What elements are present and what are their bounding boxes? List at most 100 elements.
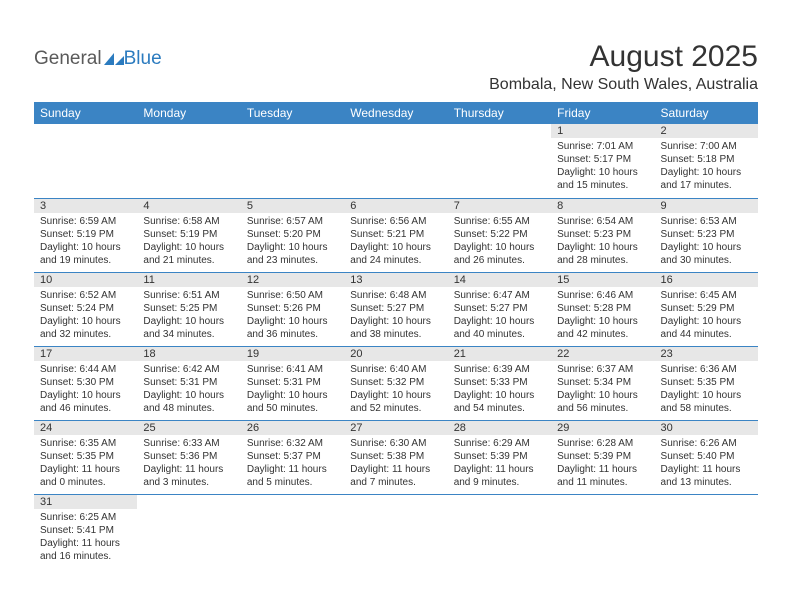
calendar-cell <box>551 494 654 568</box>
day-number: 19 <box>241 347 344 361</box>
day-header: Friday <box>551 102 654 124</box>
day-details: Sunrise: 6:53 AMSunset: 5:23 PMDaylight:… <box>655 213 758 271</box>
day-details: Sunrise: 6:44 AMSunset: 5:30 PMDaylight:… <box>34 361 137 419</box>
day-details: Sunrise: 6:52 AMSunset: 5:24 PMDaylight:… <box>34 287 137 345</box>
day-number: 27 <box>344 421 447 435</box>
calendar-cell: 7Sunrise: 6:55 AMSunset: 5:22 PMDaylight… <box>448 198 551 272</box>
day-details: Sunrise: 6:30 AMSunset: 5:38 PMDaylight:… <box>344 435 447 493</box>
day-details: Sunrise: 6:58 AMSunset: 5:19 PMDaylight:… <box>137 213 240 271</box>
calendar-cell: 22Sunrise: 6:37 AMSunset: 5:34 PMDayligh… <box>551 346 654 420</box>
day-number: 25 <box>137 421 240 435</box>
calendar-cell: 14Sunrise: 6:47 AMSunset: 5:27 PMDayligh… <box>448 272 551 346</box>
calendar-body: 1Sunrise: 7:01 AMSunset: 5:17 PMDaylight… <box>34 124 758 568</box>
calendar-cell <box>344 124 447 198</box>
day-number: 10 <box>34 273 137 287</box>
calendar-cell: 1Sunrise: 7:01 AMSunset: 5:17 PMDaylight… <box>551 124 654 198</box>
day-details: Sunrise: 6:54 AMSunset: 5:23 PMDaylight:… <box>551 213 654 271</box>
day-details: Sunrise: 6:50 AMSunset: 5:26 PMDaylight:… <box>241 287 344 345</box>
day-number: 29 <box>551 421 654 435</box>
day-details: Sunrise: 6:29 AMSunset: 5:39 PMDaylight:… <box>448 435 551 493</box>
calendar-cell: 24Sunrise: 6:35 AMSunset: 5:35 PMDayligh… <box>34 420 137 494</box>
day-number: 17 <box>34 347 137 361</box>
calendar-cell: 8Sunrise: 6:54 AMSunset: 5:23 PMDaylight… <box>551 198 654 272</box>
calendar-cell: 19Sunrise: 6:41 AMSunset: 5:31 PMDayligh… <box>241 346 344 420</box>
calendar-cell: 26Sunrise: 6:32 AMSunset: 5:37 PMDayligh… <box>241 420 344 494</box>
calendar-cell: 29Sunrise: 6:28 AMSunset: 5:39 PMDayligh… <box>551 420 654 494</box>
day-details: Sunrise: 6:26 AMSunset: 5:40 PMDaylight:… <box>655 435 758 493</box>
calendar-row: 10Sunrise: 6:52 AMSunset: 5:24 PMDayligh… <box>34 272 758 346</box>
day-number: 5 <box>241 199 344 213</box>
day-details: Sunrise: 6:41 AMSunset: 5:31 PMDaylight:… <box>241 361 344 419</box>
day-number: 26 <box>241 421 344 435</box>
calendar-cell: 13Sunrise: 6:48 AMSunset: 5:27 PMDayligh… <box>344 272 447 346</box>
calendar-cell: 15Sunrise: 6:46 AMSunset: 5:28 PMDayligh… <box>551 272 654 346</box>
day-number: 6 <box>344 199 447 213</box>
day-header: Sunday <box>34 102 137 124</box>
calendar-table: Sunday Monday Tuesday Wednesday Thursday… <box>34 102 758 568</box>
day-details: Sunrise: 6:47 AMSunset: 5:27 PMDaylight:… <box>448 287 551 345</box>
calendar-cell: 2Sunrise: 7:00 AMSunset: 5:18 PMDaylight… <box>655 124 758 198</box>
calendar-row: 3Sunrise: 6:59 AMSunset: 5:19 PMDaylight… <box>34 198 758 272</box>
day-header: Monday <box>137 102 240 124</box>
day-number: 13 <box>344 273 447 287</box>
calendar-cell: 18Sunrise: 6:42 AMSunset: 5:31 PMDayligh… <box>137 346 240 420</box>
day-number: 18 <box>137 347 240 361</box>
calendar-row: 17Sunrise: 6:44 AMSunset: 5:30 PMDayligh… <box>34 346 758 420</box>
day-details: Sunrise: 6:48 AMSunset: 5:27 PMDaylight:… <box>344 287 447 345</box>
calendar-cell: 3Sunrise: 6:59 AMSunset: 5:19 PMDaylight… <box>34 198 137 272</box>
day-number: 28 <box>448 421 551 435</box>
calendar-cell: 17Sunrise: 6:44 AMSunset: 5:30 PMDayligh… <box>34 346 137 420</box>
day-header: Wednesday <box>344 102 447 124</box>
day-number: 9 <box>655 199 758 213</box>
day-number: 8 <box>551 199 654 213</box>
day-number: 20 <box>344 347 447 361</box>
day-number: 3 <box>34 199 137 213</box>
calendar-cell: 27Sunrise: 6:30 AMSunset: 5:38 PMDayligh… <box>344 420 447 494</box>
day-header: Tuesday <box>241 102 344 124</box>
day-header: Saturday <box>655 102 758 124</box>
logo-sail-icon <box>103 52 125 66</box>
day-details: Sunrise: 6:40 AMSunset: 5:32 PMDaylight:… <box>344 361 447 419</box>
day-details: Sunrise: 6:56 AMSunset: 5:21 PMDaylight:… <box>344 213 447 271</box>
day-details: Sunrise: 6:33 AMSunset: 5:36 PMDaylight:… <box>137 435 240 493</box>
calendar-cell <box>241 124 344 198</box>
day-header-row: Sunday Monday Tuesday Wednesday Thursday… <box>34 102 758 124</box>
day-header: Thursday <box>448 102 551 124</box>
logo-text-general: General <box>34 48 102 70</box>
calendar-cell <box>655 494 758 568</box>
day-details: Sunrise: 6:36 AMSunset: 5:35 PMDaylight:… <box>655 361 758 419</box>
calendar-cell <box>137 124 240 198</box>
calendar-cell <box>137 494 240 568</box>
day-number: 12 <box>241 273 344 287</box>
calendar-cell: 9Sunrise: 6:53 AMSunset: 5:23 PMDaylight… <box>655 198 758 272</box>
day-number: 23 <box>655 347 758 361</box>
day-details: Sunrise: 6:25 AMSunset: 5:41 PMDaylight:… <box>34 509 137 567</box>
day-number: 4 <box>137 199 240 213</box>
day-number: 1 <box>551 124 654 138</box>
day-number: 30 <box>655 421 758 435</box>
calendar-cell: 31Sunrise: 6:25 AMSunset: 5:41 PMDayligh… <box>34 494 137 568</box>
day-details: Sunrise: 7:00 AMSunset: 5:18 PMDaylight:… <box>655 138 758 196</box>
calendar-cell <box>344 494 447 568</box>
day-details: Sunrise: 6:42 AMSunset: 5:31 PMDaylight:… <box>137 361 240 419</box>
calendar-cell: 11Sunrise: 6:51 AMSunset: 5:25 PMDayligh… <box>137 272 240 346</box>
calendar-cell: 30Sunrise: 6:26 AMSunset: 5:40 PMDayligh… <box>655 420 758 494</box>
day-details: Sunrise: 6:28 AMSunset: 5:39 PMDaylight:… <box>551 435 654 493</box>
calendar-row: 24Sunrise: 6:35 AMSunset: 5:35 PMDayligh… <box>34 420 758 494</box>
day-details: Sunrise: 6:57 AMSunset: 5:20 PMDaylight:… <box>241 213 344 271</box>
day-number: 14 <box>448 273 551 287</box>
day-details: Sunrise: 6:35 AMSunset: 5:35 PMDaylight:… <box>34 435 137 493</box>
day-details: Sunrise: 6:32 AMSunset: 5:37 PMDaylight:… <box>241 435 344 493</box>
day-number: 21 <box>448 347 551 361</box>
day-number: 2 <box>655 124 758 138</box>
calendar-cell: 12Sunrise: 6:50 AMSunset: 5:26 PMDayligh… <box>241 272 344 346</box>
logo: General Blue <box>34 48 162 70</box>
calendar-cell: 23Sunrise: 6:36 AMSunset: 5:35 PMDayligh… <box>655 346 758 420</box>
day-details: Sunrise: 6:59 AMSunset: 5:19 PMDaylight:… <box>34 213 137 271</box>
calendar-cell: 4Sunrise: 6:58 AMSunset: 5:19 PMDaylight… <box>137 198 240 272</box>
day-details: Sunrise: 6:39 AMSunset: 5:33 PMDaylight:… <box>448 361 551 419</box>
day-details: Sunrise: 6:46 AMSunset: 5:28 PMDaylight:… <box>551 287 654 345</box>
day-number: 22 <box>551 347 654 361</box>
location-text: Bombala, New South Wales, Australia <box>489 76 758 94</box>
month-title: August 2025 <box>489 40 758 74</box>
